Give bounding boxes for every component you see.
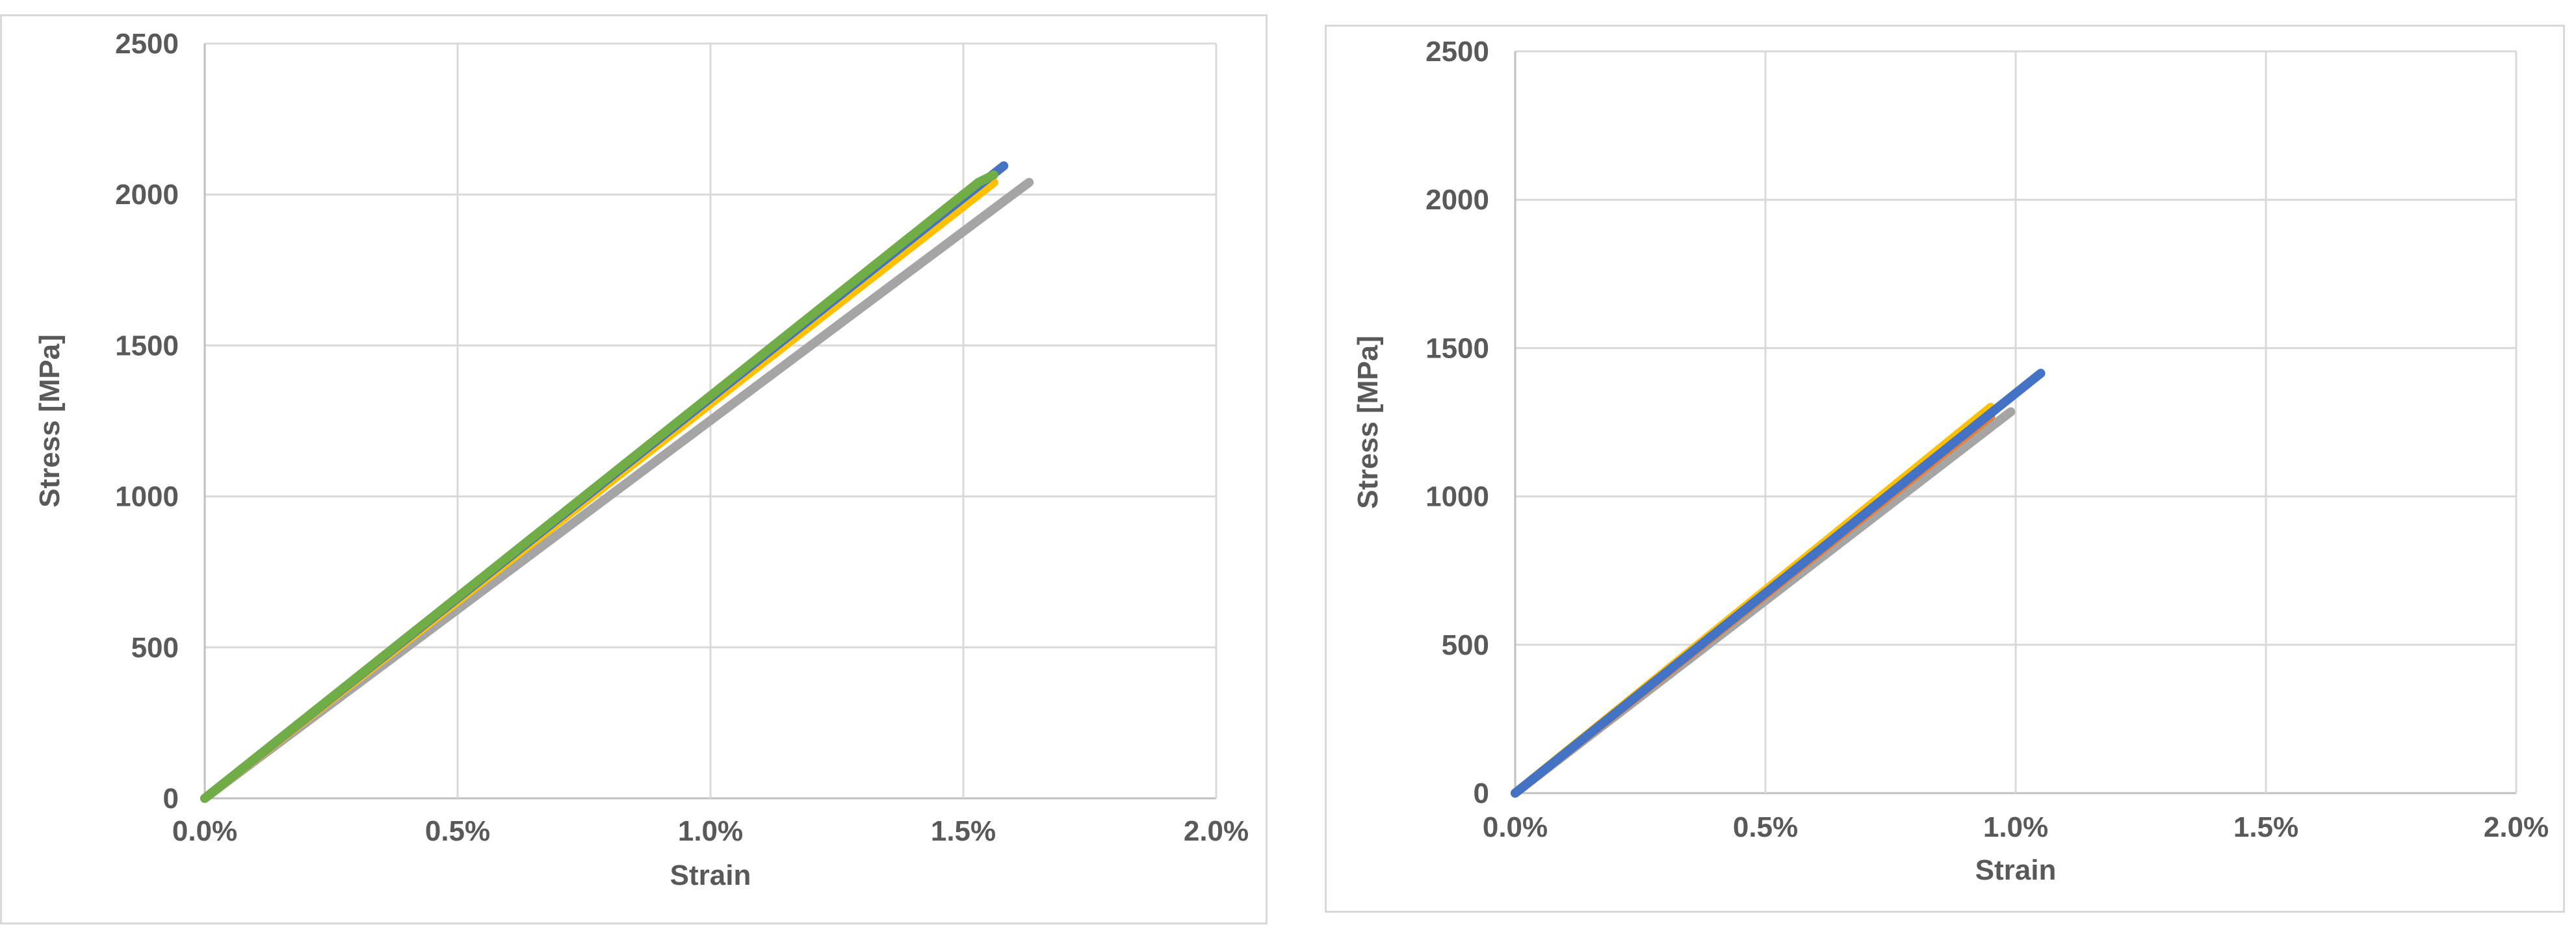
right-x-tick-label: 0.5% <box>1733 811 1798 843</box>
chart-left: 0 500 1000 1500 2000 2500 0.0% 0.5% 1.0% 1.5% 2.0%… <box>0 14 1268 924</box>
left-y-tick-label: 1500 <box>115 330 179 361</box>
right-y-tick-label: 2500 <box>1425 36 1489 68</box>
left-y-tick-label: 0 <box>163 783 179 815</box>
left-y-axis-title: Stress [MPa] <box>34 334 66 508</box>
left-x-axis-title: Strain <box>670 859 751 891</box>
chart-right-plot: 0 500 1000 1500 2000 2500 0.0% 0.5% 1.0% 1.5% 2.0%… <box>1352 36 2549 886</box>
right-y-tick-label: 1500 <box>1425 332 1489 364</box>
chart-right: 0 500 1000 1500 2000 2500 0.0% 0.5% 1.0% 1.5% 2.0%… <box>1325 25 2565 913</box>
left-x-tick-label: 2.0% <box>1184 815 1249 847</box>
right-y-tick-label: 500 <box>1442 629 1489 661</box>
right-y-tick-label: 0 <box>1474 778 1489 809</box>
left-y-tick-label: 2500 <box>115 28 179 60</box>
left-series-line-4 <box>200 170 998 803</box>
left-y-tick-label: 2000 <box>115 179 179 211</box>
left-x-tick-label: 0.5% <box>425 815 490 847</box>
right-x-tick-label: 1.5% <box>2233 811 2298 843</box>
right-y-tick-label: 2000 <box>1425 184 1489 216</box>
right-x-tick-label: 1.0% <box>1983 811 2048 843</box>
left-y-tick-label: 1000 <box>115 481 179 513</box>
right-y-tick-label: 1000 <box>1425 481 1489 513</box>
chart-left-plot: 0 500 1000 1500 2000 2500 0.0% 0.5% 1.0% 1.5% 2.0%… <box>34 28 1249 891</box>
left-y-tick-label: 500 <box>131 632 179 664</box>
right-x-tick-label: 2.0% <box>2484 811 2549 843</box>
right-y-axis-title: Stress [MPa] <box>1352 335 1384 509</box>
left-x-tick-label: 0.0% <box>172 815 237 847</box>
right-series-line-4 <box>1511 369 2046 798</box>
left-x-tick-label: 1.0% <box>678 815 743 847</box>
left-x-tick-label: 1.5% <box>931 815 996 847</box>
right-x-axis-title: Strain <box>1975 854 2057 886</box>
right-x-tick-label: 0.0% <box>1483 811 1548 843</box>
